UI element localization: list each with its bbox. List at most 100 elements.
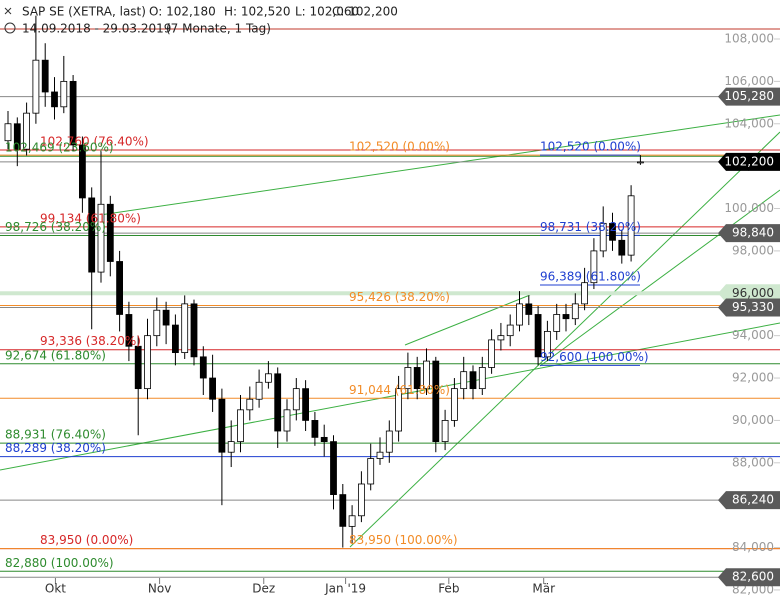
candle-body <box>60 80 68 108</box>
price-box <box>718 152 780 171</box>
price-box-label: 86,240 <box>732 493 774 507</box>
trendline <box>0 322 780 471</box>
candle-body <box>144 335 151 390</box>
trendline <box>99 114 780 216</box>
candle-body <box>181 303 189 354</box>
candle-body <box>227 441 235 453</box>
candle-body <box>516 303 523 326</box>
x-tick-label: Dez <box>252 582 275 596</box>
fib-label: 102,520 (0.00%) <box>540 140 641 154</box>
candle-body <box>116 261 123 315</box>
candle-body <box>32 59 40 114</box>
candle-body <box>292 388 300 411</box>
price-box <box>718 284 780 303</box>
y-tick-label: 88,000 <box>732 455 774 469</box>
fib-label: 99,134 (61.80%) <box>40 211 141 225</box>
x-tick-label: Okt <box>45 582 66 596</box>
candle-body <box>320 436 328 443</box>
fib-label: 95,426 (38.20%) <box>349 290 450 304</box>
candle-body <box>544 331 551 358</box>
candle-body <box>488 339 496 368</box>
candle-body <box>376 451 384 459</box>
candle-body <box>246 398 254 411</box>
period: (7 Monate, 1 Tag) <box>166 22 271 36</box>
price-box-label: 82,600 <box>732 570 774 584</box>
candle-body <box>302 388 310 421</box>
candle-body <box>469 371 477 390</box>
ohlc-low: L: 102,060 <box>295 5 359 19</box>
price-box <box>718 491 780 510</box>
ohlc-high: H: 102,520 <box>224 5 291 19</box>
date-range: 14.09.2018 - 29.03.2019 <box>22 22 171 36</box>
price-box-label: 96,000 <box>732 286 774 300</box>
clock-icon <box>4 22 16 34</box>
candle-body <box>618 239 626 256</box>
candle-body <box>190 303 198 358</box>
candle-body <box>51 91 58 108</box>
trendlines <box>0 114 780 548</box>
fib-label: 91,044 (61.80%) <box>349 383 450 397</box>
candle-body <box>69 80 77 146</box>
candle-body <box>171 324 179 354</box>
candle-body <box>432 360 440 443</box>
price-box-label: 98,840 <box>732 226 774 240</box>
candle-body <box>441 420 449 443</box>
candle-body <box>413 367 421 390</box>
candle-body <box>367 458 375 485</box>
candle-body <box>218 398 226 453</box>
fib-label: 96,389 (61.80%) <box>540 270 641 284</box>
candle-body <box>571 303 579 320</box>
fib-label: 88,289 (38.20%) <box>5 441 106 455</box>
fib-label: 102,520 (0.00%) <box>349 140 450 154</box>
candle-body <box>264 373 272 383</box>
candle-body <box>395 388 403 432</box>
candle-body <box>534 314 542 358</box>
candle-body <box>41 59 49 93</box>
fib-label: 92,674 (61.80%) <box>5 348 106 362</box>
candle-body <box>274 373 282 432</box>
candle-body <box>13 123 21 150</box>
fib-label: 83,950 (0.00%) <box>40 533 133 547</box>
candle-body <box>348 515 356 527</box>
candle-body <box>385 430 393 453</box>
x-tick-label: Jan '19 <box>324 582 366 596</box>
price-box <box>718 87 780 106</box>
title: SAP SE (XETRA, last) <box>22 5 146 19</box>
candle-body <box>283 409 291 432</box>
y-tick-label: 92,000 <box>732 371 774 385</box>
fib-label: 92,600 (100.00%) <box>540 350 649 364</box>
candle-body <box>637 161 644 164</box>
y-tick-label: 104,000 <box>724 116 774 130</box>
fib-label: 82,880 (100.00%) <box>5 556 114 570</box>
candle-body <box>162 309 170 326</box>
candle-body <box>97 203 105 273</box>
candle-body <box>627 195 635 256</box>
x-tick-label: Mär <box>532 582 555 596</box>
y-tick-label: 100,000 <box>724 201 774 215</box>
candle-body <box>255 381 263 400</box>
candle-body <box>106 203 114 262</box>
candle-body <box>125 314 133 347</box>
trendline <box>349 131 780 548</box>
candle-body <box>460 371 468 390</box>
candle-body <box>311 420 319 438</box>
fib-label: 93,336 (38.20%) <box>40 334 141 348</box>
candle-body <box>339 494 347 527</box>
ohlc-close: C: 102,200 <box>332 5 398 19</box>
candle-body <box>153 309 161 337</box>
candle-body <box>525 303 533 315</box>
candle-body <box>88 197 96 273</box>
candle-body <box>506 324 514 337</box>
y-tick-label: 108,000 <box>724 32 774 46</box>
trendline <box>539 189 780 367</box>
fib-label: 98,726 (38.20%) <box>5 220 106 234</box>
price-box-label: 105,280 <box>724 89 774 103</box>
price-box <box>718 568 780 587</box>
trendline <box>404 294 531 346</box>
close-icon[interactable] <box>4 7 12 15</box>
candle-body <box>4 123 12 142</box>
ohlc-open: O: 102,180 <box>149 5 216 19</box>
y-tick-label: 106,000 <box>724 74 774 88</box>
candle-body <box>199 356 207 379</box>
